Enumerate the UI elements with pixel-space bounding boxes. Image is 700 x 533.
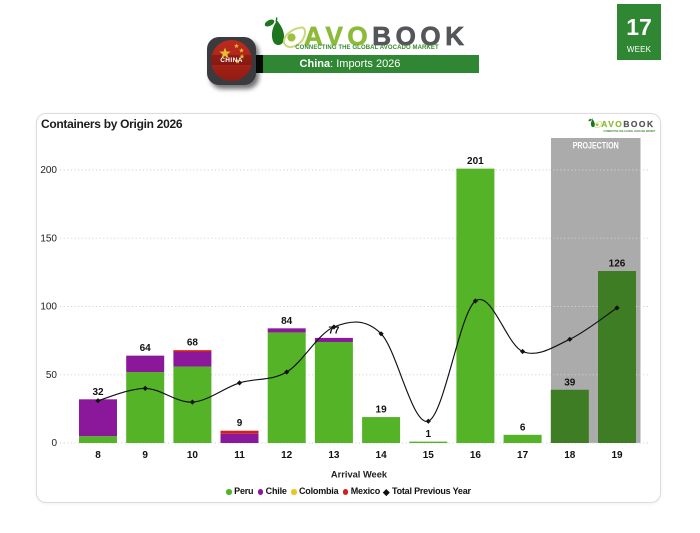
svg-text:100: 100 — [40, 302, 57, 313]
svg-text:68: 68 — [187, 338, 199, 349]
svg-text:77: 77 — [328, 325, 340, 336]
svg-text:201: 201 — [467, 156, 484, 167]
svg-text:150: 150 — [40, 233, 57, 244]
svg-text:AVOBOOK: AVOBOOK — [601, 119, 654, 129]
svg-text:10: 10 — [187, 450, 199, 461]
svg-text:19: 19 — [611, 450, 623, 461]
svg-text:16: 16 — [470, 450, 482, 461]
svg-text:84: 84 — [281, 316, 293, 327]
svg-text:1: 1 — [426, 429, 432, 440]
svg-text:126: 126 — [609, 259, 626, 270]
svg-text:50: 50 — [46, 370, 58, 381]
svg-text:12: 12 — [281, 450, 293, 461]
svg-text:13: 13 — [328, 450, 340, 461]
svg-text:14: 14 — [376, 450, 388, 461]
svg-text:39: 39 — [564, 377, 576, 388]
svg-text:32: 32 — [92, 387, 104, 398]
svg-text:8: 8 — [95, 450, 101, 461]
svg-text:15: 15 — [423, 450, 435, 461]
svg-text:200: 200 — [40, 165, 57, 176]
svg-text:11: 11 — [234, 450, 245, 461]
svg-text:CONNECTING THE GLOBAL AVOCADO: CONNECTING THE GLOBAL AVOCADO MARKET — [604, 129, 656, 133]
svg-text:PROJECTION: PROJECTION — [573, 141, 619, 151]
svg-text:64: 64 — [140, 343, 152, 354]
svg-text:18: 18 — [564, 450, 576, 461]
svg-text:AVOBOOK: AVOBOOK — [304, 21, 469, 50]
svg-text:0: 0 — [51, 438, 57, 449]
svg-text:Arrival Week: Arrival Week — [331, 470, 388, 480]
svg-text:19: 19 — [376, 405, 388, 416]
svg-text:9: 9 — [142, 450, 148, 461]
svg-text:6: 6 — [520, 422, 526, 433]
svg-text:17: 17 — [517, 450, 529, 461]
svg-text:9: 9 — [237, 418, 243, 429]
